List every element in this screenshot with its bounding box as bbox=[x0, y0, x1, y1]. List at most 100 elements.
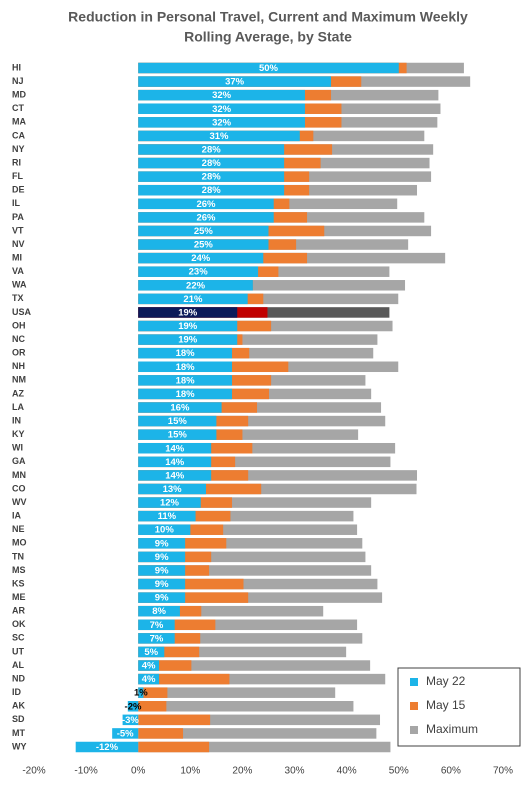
bar bbox=[138, 728, 377, 739]
value-label: 22% bbox=[186, 280, 206, 291]
y-tick-label: KY bbox=[12, 429, 25, 439]
value-label: 19% bbox=[178, 321, 198, 332]
value-label: 9% bbox=[155, 565, 169, 576]
bar bbox=[138, 415, 217, 427]
value-label: 9% bbox=[155, 593, 169, 604]
bar bbox=[138, 646, 347, 658]
bar bbox=[138, 144, 285, 155]
value-label: 12% bbox=[160, 498, 180, 509]
y-tick-label: MT bbox=[12, 728, 25, 738]
value-label: 25% bbox=[194, 226, 214, 237]
x-tick-label: 20% bbox=[232, 766, 252, 777]
y-tick-label: IL bbox=[12, 198, 21, 208]
bar bbox=[138, 741, 391, 753]
value-label: 37% bbox=[225, 77, 245, 88]
value-label: 9% bbox=[155, 552, 169, 563]
bar bbox=[138, 402, 382, 413]
value-label: 19% bbox=[178, 307, 198, 318]
bar bbox=[138, 117, 305, 128]
value-label: 28% bbox=[202, 172, 222, 183]
value-label: 10% bbox=[155, 525, 175, 536]
chart-title: Rolling Average, by State bbox=[184, 29, 352, 45]
chart-title: Reduction in Personal Travel, Current an… bbox=[68, 9, 468, 25]
legend-label: Maximum bbox=[426, 722, 478, 736]
bar bbox=[138, 538, 363, 549]
bar bbox=[138, 470, 418, 481]
value-label: 28% bbox=[202, 185, 222, 196]
value-label: 1% bbox=[134, 688, 148, 699]
value-label: 50% bbox=[259, 63, 279, 74]
bar bbox=[138, 714, 381, 726]
bar bbox=[138, 415, 386, 427]
bar bbox=[138, 483, 206, 495]
y-tick-label: NC bbox=[12, 334, 25, 344]
bar bbox=[138, 483, 417, 495]
bar bbox=[138, 633, 363, 644]
bar bbox=[138, 497, 201, 508]
value-label: 28% bbox=[202, 144, 222, 155]
bar bbox=[138, 619, 358, 631]
bar bbox=[138, 660, 160, 671]
bar bbox=[138, 442, 212, 454]
bar bbox=[138, 660, 192, 671]
legend-swatch bbox=[410, 702, 418, 710]
bar bbox=[138, 280, 406, 291]
value-label: 18% bbox=[176, 389, 196, 400]
bar bbox=[138, 293, 248, 305]
y-tick-label: UT bbox=[12, 646, 24, 656]
y-tick-label: GA bbox=[12, 456, 26, 466]
bar bbox=[138, 497, 372, 508]
legend-swatch bbox=[410, 678, 418, 686]
value-label: 8% bbox=[152, 606, 166, 617]
y-tick-label: WY bbox=[12, 741, 27, 751]
bar bbox=[138, 551, 366, 563]
bar bbox=[138, 402, 222, 413]
value-label: 25% bbox=[194, 240, 214, 251]
y-tick-label: NY bbox=[12, 144, 25, 154]
bar bbox=[138, 673, 230, 685]
bar bbox=[138, 524, 358, 535]
y-tick-label: CA bbox=[12, 130, 25, 140]
y-tick-label: FL bbox=[12, 171, 23, 181]
bar bbox=[138, 361, 233, 373]
bar bbox=[138, 592, 383, 603]
value-label: 15% bbox=[168, 430, 188, 441]
bar bbox=[138, 578, 186, 590]
value-label: 23% bbox=[189, 267, 209, 278]
bar bbox=[138, 89, 305, 101]
x-tick-label: 40% bbox=[337, 766, 357, 777]
bar bbox=[138, 673, 386, 685]
bar bbox=[138, 578, 378, 590]
bar bbox=[138, 442, 396, 454]
value-label: 7% bbox=[150, 633, 164, 644]
y-tick-label: MA bbox=[12, 117, 26, 127]
legend-swatch bbox=[410, 726, 418, 734]
bar bbox=[138, 605, 324, 617]
x-tick-label: 50% bbox=[389, 766, 409, 777]
bar bbox=[138, 578, 244, 590]
y-tick-label: AR bbox=[12, 606, 25, 616]
y-tick-label: CO bbox=[12, 483, 26, 493]
x-tick-label: -10% bbox=[74, 766, 97, 777]
bar bbox=[138, 687, 168, 698]
bar bbox=[138, 347, 233, 359]
bar bbox=[138, 76, 332, 87]
value-label: 9% bbox=[155, 579, 169, 590]
y-tick-label: WA bbox=[12, 280, 27, 290]
value-label: 26% bbox=[196, 212, 216, 223]
value-label: -5% bbox=[117, 728, 134, 739]
y-tick-label: MN bbox=[12, 470, 26, 480]
bar bbox=[138, 157, 285, 169]
bar bbox=[138, 510, 354, 522]
bar bbox=[138, 320, 238, 332]
bar bbox=[138, 605, 180, 617]
bar bbox=[138, 687, 336, 698]
y-tick-label: WI bbox=[12, 443, 23, 453]
bar bbox=[138, 375, 233, 386]
bar bbox=[138, 334, 378, 345]
bar bbox=[112, 728, 139, 739]
legend-label: May 15 bbox=[426, 698, 466, 712]
value-label: 15% bbox=[168, 416, 188, 427]
bar bbox=[138, 212, 274, 223]
bar bbox=[138, 334, 238, 345]
